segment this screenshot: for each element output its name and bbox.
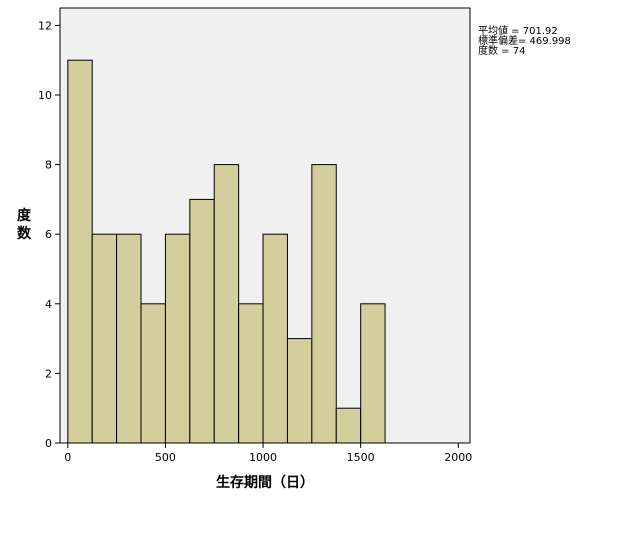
y-tick-label: 8 (45, 159, 52, 172)
statistics-box: 平均値 = 701.92 標準偏差= 469.998 度数 = 74 (478, 27, 571, 57)
histogram-bar (286, 338, 313, 444)
histogram-bar (91, 233, 118, 444)
y-tick-label: 0 (45, 437, 52, 450)
x-tick-label: 1000 (249, 451, 277, 464)
y-axis-label-char: 数 (17, 226, 31, 242)
x-tick-label: 0 (64, 451, 71, 464)
histogram-bar (189, 198, 215, 444)
histogram-bar (213, 164, 240, 444)
histogram-bar (238, 303, 264, 444)
mean-stat: 平均値 = 701.92 (478, 26, 558, 37)
y-tick-label: 4 (45, 298, 52, 311)
histogram-bar (262, 233, 288, 444)
y-tick-label: 10 (38, 89, 52, 102)
count-stat: 度数 = 74 (478, 46, 526, 57)
x-tick-label: 2000 (444, 451, 472, 464)
histogram-bar (140, 303, 166, 444)
x-axis-label: 生存期間（日） (216, 475, 314, 491)
histogram-bar (311, 164, 337, 444)
histogram-bar (335, 407, 362, 444)
histogram-bar (67, 59, 93, 444)
y-tick-label: 12 (38, 19, 52, 32)
histogram-bar (116, 233, 142, 444)
sd-stat: 標準偏差= 469.998 (478, 36, 571, 47)
x-tick-label: 1500 (347, 451, 375, 464)
y-tick-label: 2 (45, 367, 52, 380)
y-axis-label: 度数 (14, 207, 34, 243)
y-tick-label: 6 (45, 228, 52, 241)
y-axis-label-char: 度 (17, 208, 31, 224)
histogram-bar (164, 233, 191, 444)
histogram-bar (360, 303, 386, 444)
x-tick-label: 500 (155, 451, 176, 464)
